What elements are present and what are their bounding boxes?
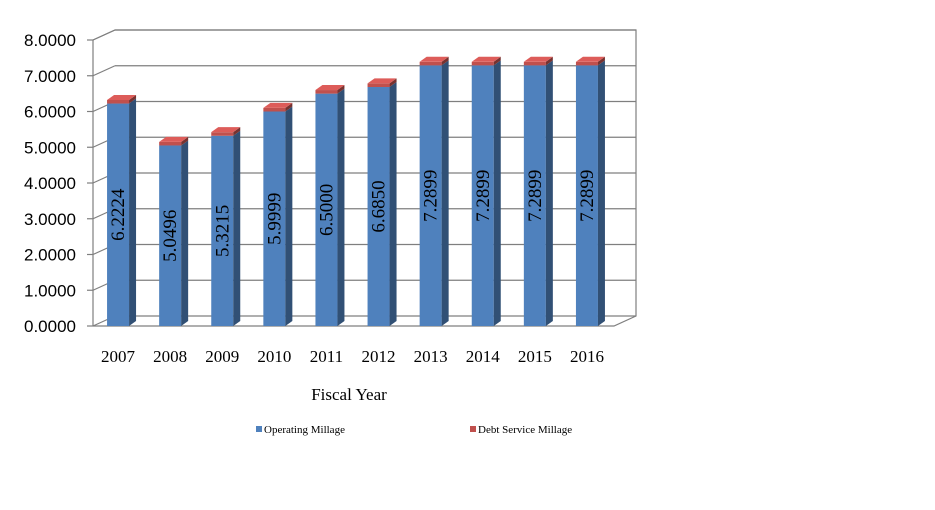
bar-debt — [315, 90, 338, 94]
data-label: 6.2224 — [108, 188, 129, 241]
bar-top — [107, 94, 137, 100]
data-label: 5.3215 — [212, 205, 233, 257]
bar-top — [471, 56, 501, 62]
bar-top — [367, 78, 397, 84]
y-tick-label: 7.0000 — [24, 67, 76, 86]
bar-side — [597, 60, 605, 326]
bar-side — [389, 78, 397, 88]
bar-top — [419, 56, 449, 62]
bar-operating — [211, 135, 234, 326]
bar-side — [129, 94, 137, 104]
bar-top — [315, 85, 345, 91]
bar-side — [597, 56, 605, 66]
y-tick-label: 8.0000 — [24, 31, 76, 50]
bars: 6.2224 5.0496 5.3215 5.9999 6.5000 6.6850 7.28… — [107, 56, 605, 327]
bar-side — [129, 98, 137, 327]
data-label: 7.2899 — [577, 170, 598, 222]
data-label: 7.2899 — [525, 170, 546, 222]
bar-side — [337, 88, 345, 326]
bar-top — [523, 56, 553, 62]
bar-debt — [107, 99, 130, 104]
bar-debt — [211, 132, 234, 136]
bar-side — [181, 136, 189, 146]
data-label: 7.2899 — [421, 170, 442, 222]
bar-side — [545, 56, 553, 66]
x-axis-label: Fiscal Year — [311, 385, 387, 404]
x-axis-ticks: 2007 2008 2009 2010 2011 2012 2013 2014 2015 2016 — [101, 347, 604, 366]
x-tick-label: 2007 — [101, 347, 136, 366]
bar-operating — [367, 87, 390, 326]
bar-side — [233, 130, 241, 326]
y-tick-label: 5.0000 — [24, 138, 76, 157]
bar-operating — [315, 93, 338, 326]
bar-debt — [419, 61, 442, 66]
x-tick-label: 2015 — [518, 347, 552, 366]
y-tick-label: 2.0000 — [24, 246, 76, 265]
data-label: 7.2899 — [473, 170, 494, 222]
y-tick-label: 3.0000 — [24, 210, 76, 229]
bar-debt — [159, 141, 182, 146]
bar-operating — [263, 111, 286, 327]
bar-operating — [107, 103, 130, 327]
x-tick-label: 2014 — [466, 347, 501, 366]
bar-side — [285, 106, 293, 327]
bar-operating — [523, 65, 546, 326]
legend-label-debt: Debt Service Millage — [478, 424, 572, 436]
bar-debt — [367, 83, 390, 88]
x-tick-label: 2013 — [414, 347, 448, 366]
x-tick-label: 2016 — [570, 347, 604, 366]
bar-side — [441, 56, 449, 66]
bar-operating — [471, 65, 494, 326]
bar-side — [493, 60, 501, 326]
bar-top — [211, 127, 241, 133]
bar-side — [389, 82, 397, 326]
bar-operating — [159, 145, 182, 326]
y-tick-label: 0.0000 — [24, 317, 76, 336]
bar-debt — [471, 61, 494, 66]
bar-debt — [575, 61, 598, 66]
bar-debt — [523, 61, 546, 66]
legend-swatch-debt — [470, 426, 476, 432]
data-label: 5.0496 — [160, 210, 181, 262]
y-tick-label: 6.0000 — [24, 103, 76, 122]
bar-side — [441, 60, 449, 326]
y-axis-ticks: 0.0000 1.0000 2.0000 3.0000 4.0000 5.0000 6.00… — [24, 31, 76, 336]
legend-swatch-operating — [256, 426, 262, 432]
y-tick-label: 4.0000 — [24, 174, 76, 193]
bar-operating — [575, 65, 598, 326]
x-tick-label: 2009 — [205, 347, 239, 366]
bar-top — [263, 102, 293, 108]
gridline-depth — [92, 29, 116, 41]
x-tick-label: 2010 — [257, 347, 291, 366]
legend-label-operating: Operating Millage — [264, 424, 345, 436]
x-tick-label: 2008 — [153, 347, 187, 366]
bar-side — [233, 127, 241, 136]
data-label: 6.5000 — [316, 184, 337, 236]
bar-side — [493, 56, 501, 66]
y-tick-label: 1.0000 — [24, 281, 76, 300]
bar-debt — [263, 107, 286, 112]
bar-side — [545, 60, 553, 326]
x-tick-label: 2012 — [362, 347, 396, 366]
bar-side — [337, 85, 345, 94]
bar-operating — [419, 65, 442, 326]
bar-side — [181, 140, 189, 326]
bar-top — [575, 56, 605, 62]
data-label: 5.9999 — [264, 193, 285, 245]
gridline-depth — [92, 65, 116, 77]
bar-side — [285, 102, 293, 112]
bar-top — [159, 136, 189, 142]
data-label: 6.6850 — [369, 180, 390, 232]
x-tick-label: 2011 — [310, 347, 343, 366]
legend: Operating Millage Debt Service Millage — [256, 424, 572, 436]
